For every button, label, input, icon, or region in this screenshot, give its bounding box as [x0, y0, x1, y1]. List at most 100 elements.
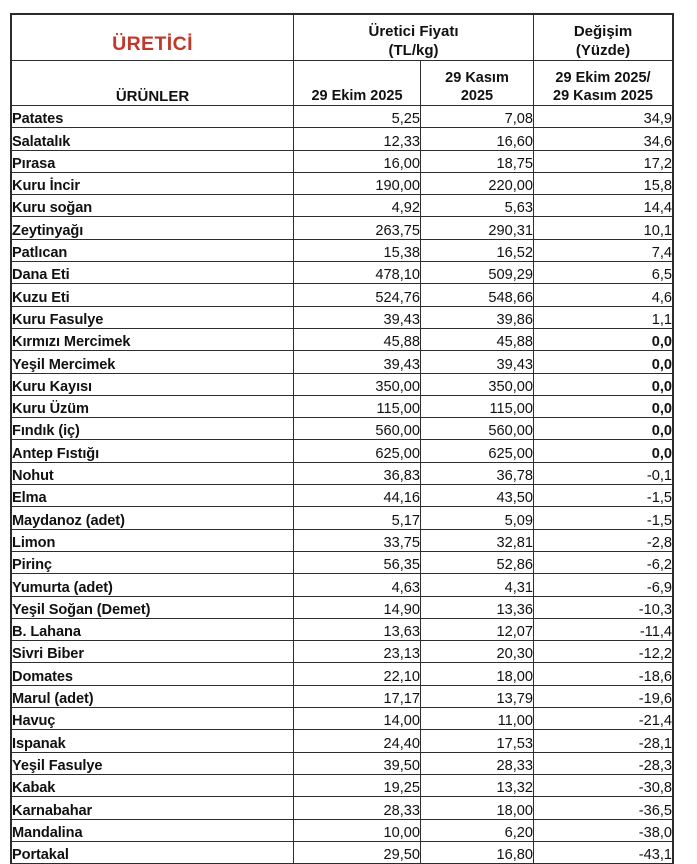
change-percent-cell: 34,9 [533, 104, 673, 129]
change-percent-cell: -19,6 [533, 684, 673, 709]
header-row-columns: ÜRÜNLER 29 Ekim 2025 29 Kasım 2025 29 Ek… [11, 60, 673, 106]
table-row: Kuru soğan 4,92 5,63 14,4 [11, 194, 673, 218]
price-november-cell: 16,80 [420, 840, 534, 864]
table-row: Karnabahar 28,33 18,00 -36,5 [11, 796, 673, 820]
column-header-date2-line2: 2025 [460, 87, 494, 104]
table-row: Kuru Üzüm 115,00 115,00 0,0 [11, 394, 673, 419]
table-row: Patates 5,25 7,08 34,9 [11, 104, 673, 129]
column-header-change-line2: 29 Kasım 2025 [553, 87, 653, 104]
price-october-cell: 13,63 [293, 617, 421, 642]
change-percent-cell: -18,6 [533, 662, 673, 686]
price-october-cell: 17,17 [293, 684, 421, 709]
table-body: Patates 5,25 7,08 34,9 Salatalık 12,33 16,60 34… [11, 104, 673, 864]
product-name-cell: Yumurta (adet) [11, 573, 294, 597]
price-october-cell: 16,00 [293, 149, 421, 173]
price-november-cell: 5,09 [420, 506, 534, 530]
price-october-cell: 5,17 [293, 506, 421, 530]
price-november-cell: 16,60 [420, 127, 534, 151]
table-row: Yumurta (adet) 4,63 4,31 -6,9 [11, 573, 673, 597]
producer-price-table: ÜRETİCİ Üretici Fiyatı (TL/kg) Değişim (… [10, 12, 674, 864]
table-row: Fındık (iç) 560,00 560,00 0,0 [11, 417, 673, 441]
price-group-title: Üretici Fiyatı [368, 23, 459, 41]
price-october-cell: 4,92 [293, 194, 421, 218]
table-row: Portakal 29,50 16,80 -43,1 [11, 840, 673, 864]
price-november-cell: 18,75 [420, 149, 534, 173]
product-name-cell: Kabak [11, 773, 294, 798]
table-row: Kuru Kayısı 350,00 350,00 0,0 [11, 372, 673, 396]
product-name-cell: Kırmızı Mercimek [11, 327, 294, 352]
brand-cell: ÜRETİCİ [11, 14, 294, 61]
price-october-cell: 5,25 [293, 104, 421, 129]
column-header-date2: 29 Kasım 2025 [420, 60, 534, 106]
product-name-cell: Dana Eti [11, 261, 294, 285]
change-percent-cell: -11,4 [533, 617, 673, 642]
change-percent-cell: -6,2 [533, 550, 673, 575]
change-percent-cell: 0,0 [533, 327, 673, 352]
table-row: Ispanak 24,40 17,53 -28,1 [11, 729, 673, 753]
price-november-cell: 290,31 [420, 216, 534, 240]
column-header-date2-line1: 29 Kasım [445, 70, 509, 87]
price-october-cell: 115,00 [293, 394, 421, 419]
price-october-cell: 24,40 [293, 729, 421, 753]
table-row: Elma 44,16 43,50 -1,5 [11, 484, 673, 508]
change-percent-cell: -28,1 [533, 729, 673, 753]
price-october-cell: 15,38 [293, 238, 421, 263]
product-name-cell: Elma [11, 484, 294, 508]
table-row: B. Lahana 13,63 12,07 -11,4 [11, 617, 673, 642]
table-row: Yeşil Soğan (Demet) 14,90 13,36 -10,3 [11, 595, 673, 619]
change-percent-cell: -43,1 [533, 840, 673, 864]
price-november-cell: 220,00 [420, 171, 534, 196]
price-november-cell: 7,08 [420, 104, 534, 129]
price-november-cell: 39,43 [420, 350, 534, 374]
product-name-cell: Fındık (iç) [11, 417, 294, 441]
price-november-cell: 18,00 [420, 662, 534, 686]
change-percent-cell: -12,2 [533, 640, 673, 664]
change-percent-cell: 15,8 [533, 171, 673, 196]
table-row: Dana Eti 478,10 509,29 6,5 [11, 261, 673, 285]
table-row: Pırasa 16,00 18,75 17,2 [11, 149, 673, 173]
product-name-cell: Yeşil Mercimek [11, 350, 294, 374]
price-november-cell: 509,29 [420, 261, 534, 285]
price-october-cell: 28,33 [293, 796, 421, 820]
change-percent-cell: -10,3 [533, 595, 673, 619]
table-row: Kuzu Eti 524,76 548,66 4,6 [11, 283, 673, 307]
change-percent-cell: 17,2 [533, 149, 673, 173]
product-name-cell: Kuru İncir [11, 171, 294, 196]
table-row: Kuru İncir 190,00 220,00 15,8 [11, 171, 673, 196]
price-november-cell: 18,00 [420, 796, 534, 820]
product-name-cell: Domates [11, 662, 294, 686]
price-november-cell: 11,00 [420, 707, 534, 731]
price-november-cell: 28,33 [420, 751, 534, 775]
price-october-cell: 263,75 [293, 216, 421, 240]
table-row: Kabak 19,25 13,32 -30,8 [11, 773, 673, 798]
price-october-cell: 39,50 [293, 751, 421, 775]
product-name-cell: Zeytinyağı [11, 216, 294, 240]
product-name-cell: Nohut [11, 461, 294, 486]
price-november-cell: 39,86 [420, 305, 534, 329]
table-row: Mandalina 10,00 6,20 -38,0 [11, 818, 673, 842]
table-row: Zeytinyağı 263,75 290,31 10,1 [11, 216, 673, 240]
column-header-change-line1: 29 Ekim 2025/ [555, 70, 651, 87]
price-november-cell: 45,88 [420, 327, 534, 352]
change-percent-cell: 0,0 [533, 372, 673, 396]
price-november-cell: 625,00 [420, 439, 534, 463]
product-name-cell: Ispanak [11, 729, 294, 753]
price-november-cell: 20,30 [420, 640, 534, 664]
price-october-cell: 625,00 [293, 439, 421, 463]
price-october-cell: 39,43 [293, 350, 421, 374]
change-percent-cell: 10,1 [533, 216, 673, 240]
price-november-cell: 17,53 [420, 729, 534, 753]
price-november-cell: 12,07 [420, 617, 534, 642]
product-name-cell: Maydanoz (adet) [11, 506, 294, 530]
change-percent-cell: 7,4 [533, 238, 673, 263]
price-november-cell: 4,31 [420, 573, 534, 597]
table-row: Yeşil Fasulye 39,50 28,33 -28,3 [11, 751, 673, 775]
table-row: Domates 22,10 18,00 -18,6 [11, 662, 673, 686]
product-name-cell: B. Lahana [11, 617, 294, 642]
change-percent-cell: 0,0 [533, 439, 673, 463]
change-percent-cell: -6,9 [533, 573, 673, 597]
change-percent-cell: -1,5 [533, 484, 673, 508]
change-percent-cell: -28,3 [533, 751, 673, 775]
price-october-cell: 560,00 [293, 417, 421, 441]
